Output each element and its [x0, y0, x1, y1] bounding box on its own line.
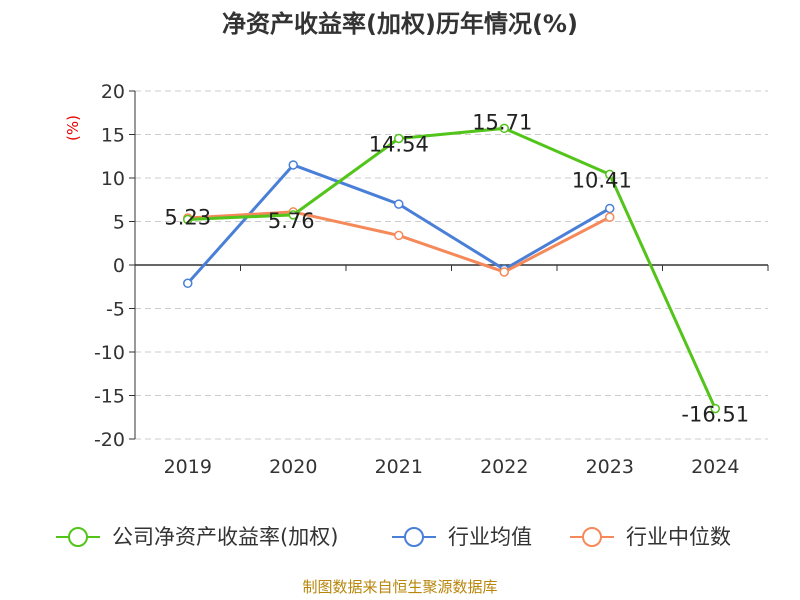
legend[interactable]: 公司净资产收益率(加权) 行业均值 行业中位数	[56, 525, 731, 549]
data-point	[605, 169, 615, 180]
data-label: 10.41	[572, 168, 632, 192]
legend-label: 公司净资产收益率(加权)	[112, 525, 338, 549]
x-axis: 2019 2020 2021 2022 2023 2024	[134, 91, 769, 478]
data-label: 14.54	[369, 133, 429, 157]
legend-marker	[68, 527, 88, 547]
x-tick-label: 2019	[164, 456, 212, 478]
y-tick-label: 10	[101, 168, 125, 190]
legend-marker	[582, 527, 602, 547]
y-tick-label: 5	[113, 212, 125, 234]
data-point	[499, 123, 509, 134]
legend-item[interactable]: 行业均值	[392, 525, 532, 549]
data-point	[710, 403, 720, 414]
y-tick-label: 15	[101, 125, 125, 147]
data-point	[605, 203, 615, 214]
y-tick-label: 20	[101, 81, 125, 103]
chart-title: 净资产收益率(加权)历年情况(%)	[222, 10, 578, 38]
legend-label: 行业中位数	[626, 525, 731, 549]
y-tick-label: -5	[106, 299, 125, 321]
y-tick-label: 0	[113, 255, 125, 277]
data-point	[183, 278, 193, 289]
data-label: -16.51	[681, 403, 749, 427]
grid-lines	[135, 90, 768, 440]
legend-marker	[404, 527, 424, 547]
y-tick-label: -10	[94, 342, 125, 364]
x-tick-label: 2020	[269, 456, 317, 478]
data-label: 5.76	[268, 209, 315, 233]
data-point	[288, 160, 298, 170]
legend-item[interactable]: 公司净资产收益率(加权)	[56, 525, 338, 549]
y-axis-ticks: 20 15 10 5 0 -5 -10 -15 -20	[94, 81, 135, 451]
legend-item[interactable]: 行业中位数	[570, 525, 731, 549]
data-label: 15.71	[472, 110, 532, 134]
data-point	[288, 210, 298, 220]
data-point	[605, 212, 615, 222]
data-point	[394, 133, 404, 144]
data-point	[394, 199, 404, 209]
x-tick-label: 2022	[480, 456, 528, 478]
data-label: 5.23	[164, 205, 211, 229]
data-point	[394, 230, 404, 241]
series-group	[183, 123, 720, 414]
x-tick-label: 2023	[586, 456, 634, 478]
x-tick-label: 2024	[691, 456, 739, 478]
y-axis-unit: (%)	[64, 115, 82, 141]
series-line	[187, 126, 717, 410]
source-note: 制图数据来自恒生聚源数据库	[302, 578, 497, 596]
data-point	[499, 267, 509, 277]
data-point	[183, 214, 193, 225]
series-line	[187, 210, 611, 274]
y-tick-label: -20	[94, 429, 125, 451]
legend-label: 行业均值	[448, 525, 532, 549]
data-labels: 5.23 5.76 14.54 15.71 10.41 -16.51	[164, 110, 749, 426]
x-tick-label: 2021	[375, 456, 423, 478]
y-tick-label: -15	[94, 386, 125, 408]
